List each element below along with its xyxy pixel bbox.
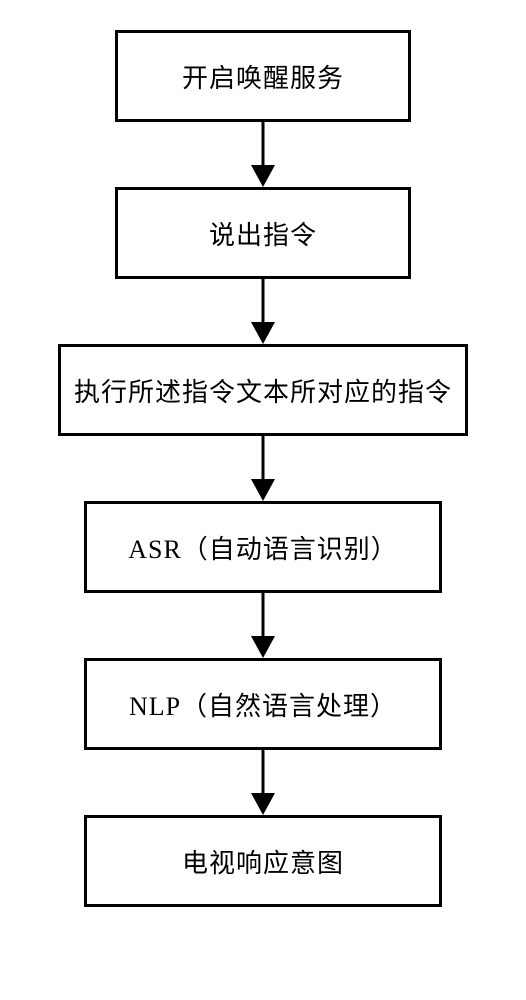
flow-arrow xyxy=(251,279,275,344)
flow-arrow xyxy=(251,436,275,501)
flow-node: ASR（自动语言识别） xyxy=(84,501,442,593)
flowchart-canvas: 开启唤醒服务说出指令执行所述指令文本所对应的指令 ASR（自动语言识别） NLP（自… xyxy=(0,0,526,1000)
flow-node: 电视响应意图 xyxy=(84,815,442,907)
flow-arrow xyxy=(251,750,275,815)
flow-arrow xyxy=(251,593,275,658)
flow-node: NLP（自然语言处理） xyxy=(84,658,442,750)
flow-node: 执行所述指令文本所对应的指令 xyxy=(58,344,468,436)
flow-node: 说出指令 xyxy=(115,187,411,279)
flow-arrow xyxy=(251,122,275,187)
flow-node: 开启唤醒服务 xyxy=(115,30,411,122)
